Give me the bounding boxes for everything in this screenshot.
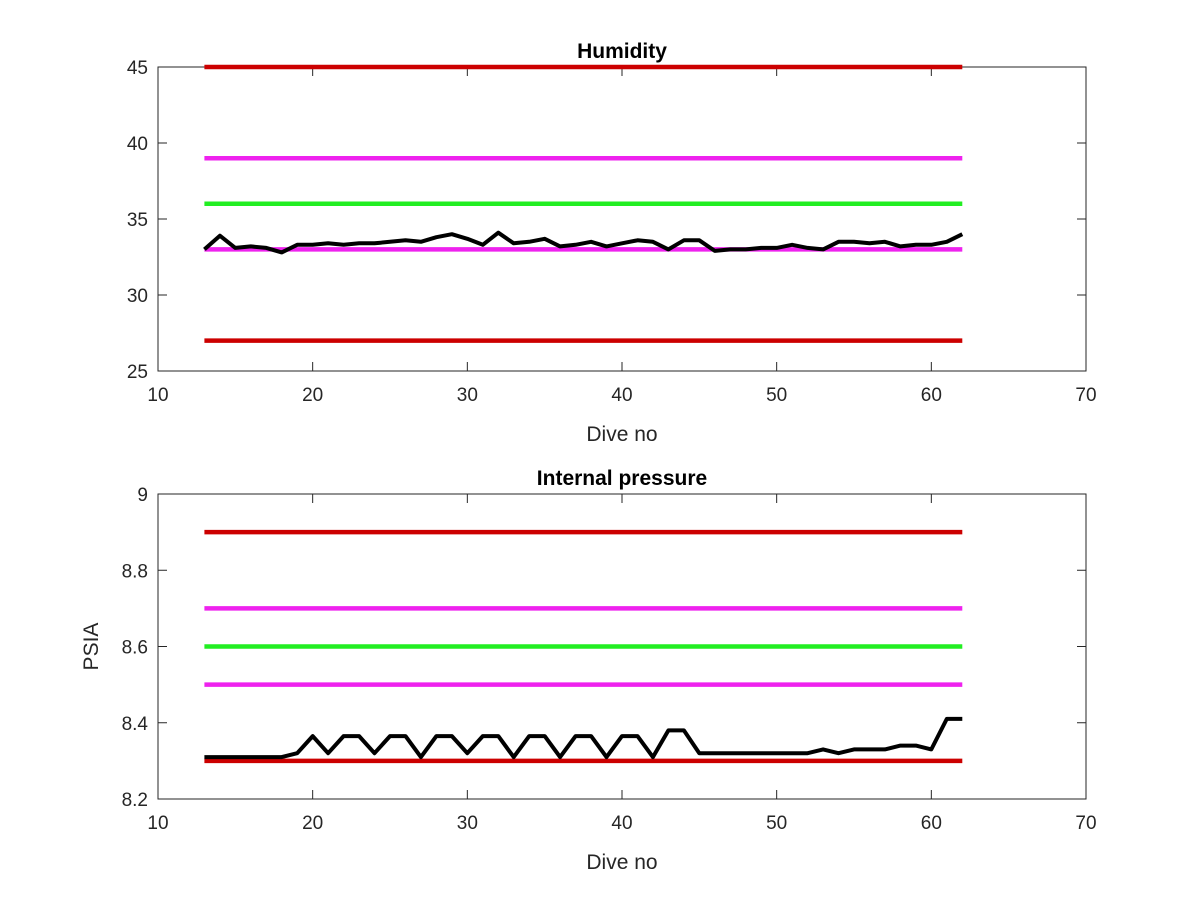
x-tick-label: 50 — [766, 385, 787, 406]
y-tick-label: 35 — [127, 210, 148, 231]
y-tick-label: 9 — [137, 485, 148, 506]
data-series-line — [204, 716, 963, 760]
x-tick-label: 20 — [302, 385, 323, 406]
subplot-2: 10 20 30 40 50 60 70 8.2 8.4 8.6 8.8 9 Internal pres… — [80, 467, 1097, 874]
x-tick-label: 40 — [611, 813, 632, 834]
y-tick-label: 45 — [127, 58, 148, 79]
subplot-1: 10 20 30 40 50 60 70 25 30 35 40 45 Humidity Dive no — [127, 40, 1097, 446]
x-tick-label: 70 — [1075, 385, 1096, 406]
x-tick-label: 10 — [147, 385, 168, 406]
x-tick-label: 30 — [457, 385, 478, 406]
x-axis-label: Dive no — [586, 851, 657, 874]
axes-frame — [157, 66, 1087, 372]
chart-title: Internal pressure — [537, 467, 707, 490]
data-series-line — [203, 230, 964, 255]
x-tick-label: 50 — [766, 813, 787, 834]
x-axis-label: Dive no — [586, 423, 657, 446]
y-tick-label: 8.6 — [122, 638, 148, 659]
y-tick-label: 8.8 — [122, 561, 148, 582]
y-tick-label: 30 — [127, 286, 148, 307]
x-tick-label: 70 — [1075, 813, 1096, 834]
y-tick-label: 8.4 — [122, 714, 149, 735]
y-tick-label: 8.2 — [122, 790, 148, 811]
y-axis-label: PSIA — [80, 623, 103, 671]
y-tick-label: 25 — [127, 362, 148, 383]
chart-title: Humidity — [577, 40, 667, 63]
x-tick-label: 30 — [457, 813, 478, 834]
x-tick-label: 20 — [302, 813, 323, 834]
x-tick-label: 60 — [921, 385, 942, 406]
y-tick-label: 40 — [127, 134, 148, 155]
x-tick-label: 10 — [147, 813, 168, 834]
x-tick-label: 40 — [611, 385, 632, 406]
x-tick-label: 60 — [921, 813, 942, 834]
